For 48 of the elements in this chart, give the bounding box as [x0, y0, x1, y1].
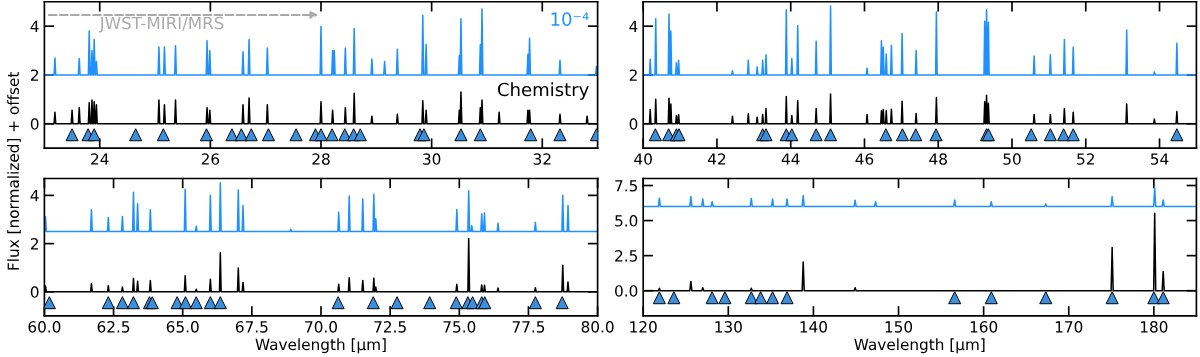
x-tick-label: 72.5: [374, 321, 406, 333]
y-tick-label: 0: [629, 118, 638, 130]
x-tick-label: 44: [781, 153, 800, 165]
annotation: 10⁻⁴: [551, 12, 589, 27]
y-tick-label: 0.0: [615, 285, 638, 297]
y-tick-label: 2: [30, 238, 39, 250]
y-axis-title: Flux [normalized] + offset: [7, 72, 21, 270]
x-tick-label: 52: [1077, 153, 1094, 165]
x-tick-label: 120: [630, 321, 657, 333]
x-tick-label: 26: [201, 153, 220, 165]
x-tick-label: 40: [634, 153, 652, 165]
x-tick-label: 65.0: [166, 321, 199, 333]
x-tick-label: 130: [715, 321, 742, 333]
x-tick-label: 60.0: [28, 321, 61, 333]
x-tick-label: 80.0: [581, 321, 614, 333]
x-tick-label: 54: [1150, 153, 1169, 165]
x-tick-label: 32: [533, 153, 551, 165]
y-tick-label: 0: [30, 286, 39, 298]
y-tick-label: 2.5: [615, 250, 638, 262]
x-tick-label: 28: [312, 153, 330, 165]
x-tick-label: 77.5: [512, 321, 545, 333]
x-tick-label: 70.0: [305, 321, 337, 333]
x-tick-label: 150: [885, 321, 913, 333]
y-tick-label: 4: [30, 190, 39, 202]
annotation: JWST-MIRI/MRS: [98, 16, 224, 33]
x-axis-title: Wavelength [μm]: [255, 338, 386, 354]
x-tick-label: 62.5: [97, 321, 130, 333]
x-tick-label: 160: [970, 321, 998, 333]
y-tick-label: 2: [629, 69, 637, 81]
x-tick-label: 48: [929, 153, 947, 165]
x-tick-label: 180: [1140, 321, 1168, 333]
x-tick-label: 30: [423, 153, 441, 165]
x-tick-label: 170: [1055, 321, 1083, 333]
x-tick-label: 75.0: [443, 321, 476, 333]
y-tick-label: 4: [30, 20, 39, 32]
y-tick-label: 4: [629, 20, 638, 32]
annotation: Chemistry: [497, 82, 589, 100]
x-tick-label: 46: [855, 153, 874, 165]
y-tick-label: 7.5: [615, 180, 638, 192]
y-tick-label: 0: [30, 118, 39, 130]
x-tick-label: 24: [91, 153, 109, 165]
x-tick-label: 50: [1003, 153, 1021, 165]
x-tick-label: 67.5: [235, 321, 268, 333]
y-tick-label: 5.0: [615, 215, 638, 227]
y-tick-label: 2: [30, 69, 39, 81]
x-tick-label: 140: [800, 321, 827, 333]
x-tick-label: 42: [707, 153, 726, 165]
x-axis-title: Wavelength [μm]: [854, 338, 985, 354]
